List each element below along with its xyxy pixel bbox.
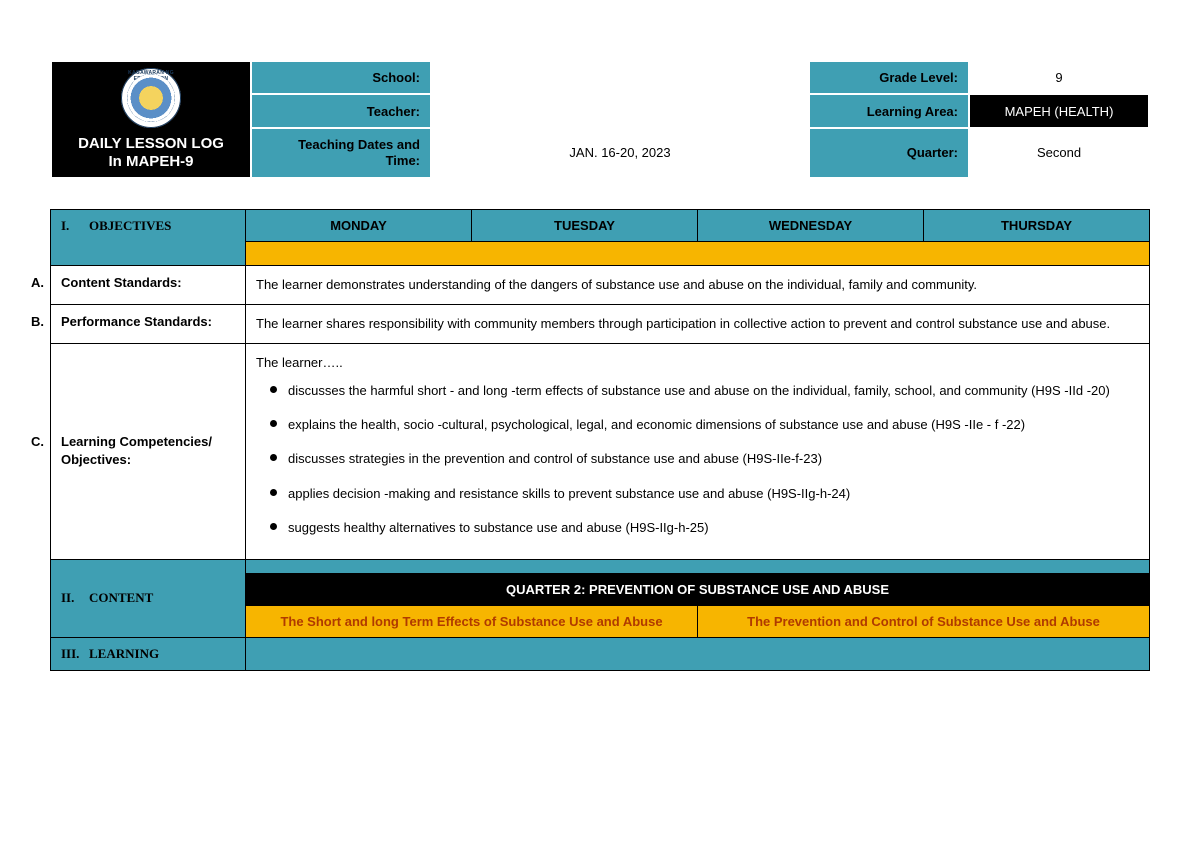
value-quarter: Second bbox=[969, 128, 1149, 178]
content-banner: QUARTER 2: PREVENTION OF SUBSTANCE USE A… bbox=[246, 573, 1150, 605]
section-content: II.CONTENT bbox=[51, 559, 246, 637]
day-wednesday: WEDNESDAY bbox=[698, 210, 924, 242]
content-sub-1: The Short and long Term Effects of Subst… bbox=[246, 605, 698, 637]
day-tuesday: TUESDAY bbox=[472, 210, 698, 242]
content-title: CONTENT bbox=[89, 590, 153, 605]
section-learning: III.LEARNING bbox=[51, 637, 246, 670]
plan-table: I.OBJECTIVES MONDAY TUESDAY WEDNESDAY TH… bbox=[50, 209, 1150, 671]
roman-ii: II. bbox=[61, 590, 89, 606]
objectives-title: OBJECTIVES bbox=[89, 218, 171, 233]
learning-title: LEARNING bbox=[89, 646, 159, 661]
value-area: MAPEH (HEALTH) bbox=[969, 94, 1149, 127]
label-dates: Teaching Dates and Time: bbox=[251, 128, 431, 178]
label-grade: Grade Level: bbox=[809, 61, 969, 94]
content-sub-2: The Prevention and Control of Substance … bbox=[698, 605, 1150, 637]
learning-body bbox=[246, 637, 1150, 670]
row-competencies-body: The learner….. discusses the harmful sho… bbox=[246, 344, 1150, 560]
competencies-lead: The learner….. bbox=[256, 355, 343, 370]
value-grade: 9 bbox=[969, 61, 1149, 94]
competency-item: discusses the harmful short - and long -… bbox=[270, 380, 1139, 402]
deped-seal-icon: KAGAWARAN NG EDUKASYON bbox=[121, 68, 181, 128]
label-area: Learning Area: bbox=[809, 94, 969, 127]
label-school: School: bbox=[251, 61, 431, 94]
section-objectives: I.OBJECTIVES bbox=[51, 210, 246, 266]
competencies-list: discusses the harmful short - and long -… bbox=[270, 380, 1139, 538]
value-dates: JAN. 16-20, 2023 bbox=[431, 128, 809, 178]
row-content-standards-label: A.Content Standards: bbox=[51, 266, 246, 305]
roman-iii: III. bbox=[61, 646, 89, 662]
row-competencies-label: C.Learning Competencies/ Objectives: bbox=[51, 344, 246, 560]
competency-item: discusses strategies in the prevention a… bbox=[270, 448, 1139, 470]
row-content-standards-text: The learner demonstrates understanding o… bbox=[246, 266, 1150, 305]
label-quarter: Quarter: bbox=[809, 128, 969, 178]
logo-title-1: DAILY LESSON LOG bbox=[78, 135, 224, 152]
label-teacher: Teacher: bbox=[251, 94, 431, 127]
value-school bbox=[431, 61, 809, 94]
row-performance-standards-label: B.Performance Standards: bbox=[51, 305, 246, 344]
teal-strip bbox=[246, 559, 1150, 573]
value-teacher bbox=[431, 94, 809, 127]
roman-i: I. bbox=[61, 218, 89, 234]
day-thursday: THURSDAY bbox=[924, 210, 1150, 242]
competency-item: suggests healthy alternatives to substan… bbox=[270, 517, 1139, 539]
header-table: KAGAWARAN NG EDUKASYON DAILY LESSON LOG … bbox=[50, 60, 1150, 179]
day-monday: MONDAY bbox=[246, 210, 472, 242]
competency-item: explains the health, socio -cultural, ps… bbox=[270, 414, 1139, 436]
logo-cell: KAGAWARAN NG EDUKASYON DAILY LESSON LOG … bbox=[51, 61, 251, 178]
row-performance-standards-text: The learner shares responsibility with c… bbox=[246, 305, 1150, 344]
logo-title-2: In MAPEH-9 bbox=[108, 153, 193, 170]
competency-item: applies decision -making and resistance … bbox=[270, 483, 1139, 505]
yellow-band-objectives bbox=[246, 242, 1150, 266]
